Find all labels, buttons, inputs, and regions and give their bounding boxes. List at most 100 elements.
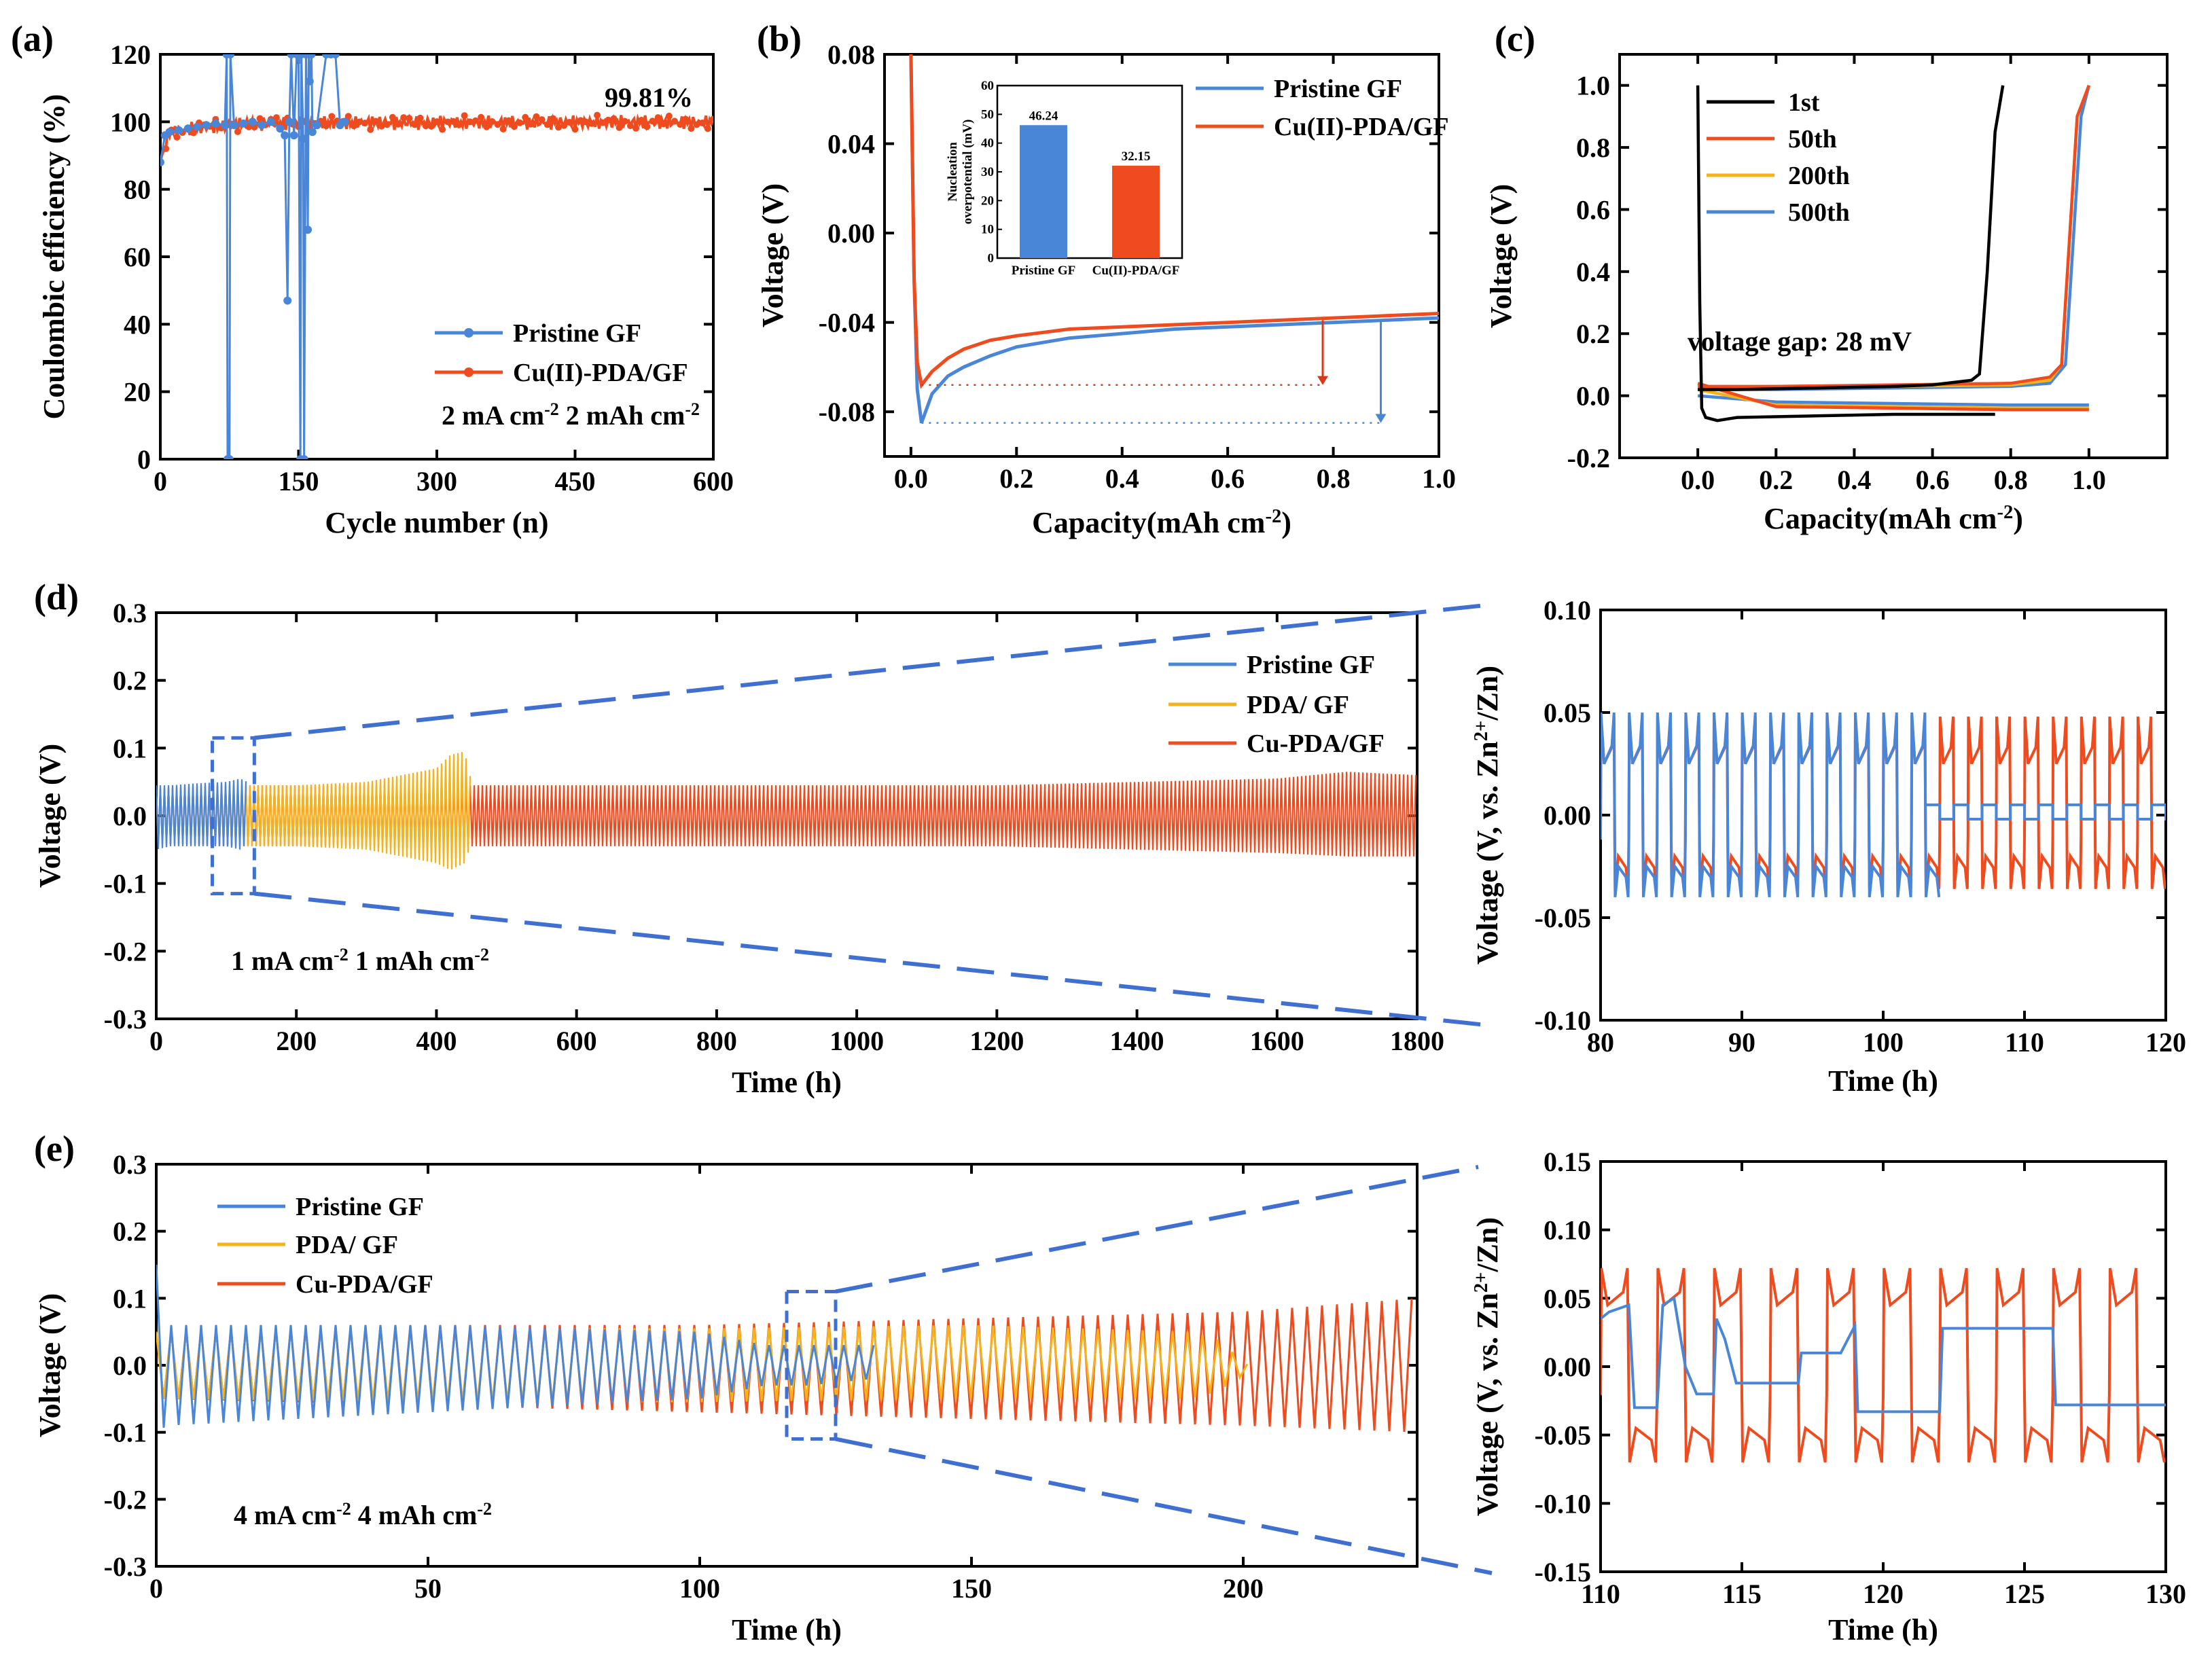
panel-a: 0 150 300 450 600 0 20 40 60 80 100 120 Cycle number… [11, 18, 734, 539]
y-tick-label: 0.04 [827, 129, 875, 160]
marker-blue [304, 226, 313, 234]
x-tick-label: 1.0 [2072, 465, 2106, 495]
marker-red [654, 114, 662, 122]
marker-red [549, 115, 556, 122]
legend-label-d-Pristine GF: Pristine GF [1247, 651, 1375, 679]
y-tick-label: -0.1 [104, 1418, 147, 1448]
zoom-box-e [785, 1289, 838, 1441]
y-tick-label: 60 [124, 242, 151, 272]
marker-red [383, 121, 391, 128]
y-tick-label: 0.2 [113, 666, 147, 696]
x-tick-label: 600 [693, 466, 734, 497]
y-tick-label: -0.08 [819, 397, 875, 427]
marker-red [444, 118, 452, 126]
marker-red [433, 118, 440, 126]
marker-blue [283, 296, 292, 305]
marker-blue [175, 126, 183, 134]
marker-red [367, 126, 374, 133]
marker-red [616, 124, 623, 131]
marker-red [494, 121, 501, 128]
panel-label: (c) [1495, 18, 1535, 59]
x-tick-label: 130 [2145, 1579, 2186, 1609]
x-tick-label: 120 [1863, 1579, 1904, 1609]
marker-blue [313, 121, 321, 130]
marker-red [450, 118, 457, 125]
x-tick-label: 1400 [1110, 1026, 1164, 1056]
y-tick-label: -0.04 [819, 308, 875, 338]
x-tick-label: 1200 [969, 1026, 1024, 1056]
legend-label-500th: 500th [1788, 198, 1850, 227]
panel-label: (b) [757, 18, 802, 59]
x-tick-label: 50 [414, 1573, 442, 1604]
marker-blue [308, 128, 317, 137]
voltage-gap-annotation: voltage gap: 28 mV [1688, 326, 1912, 357]
plot-area-b [909, 54, 1439, 424]
legend-label-d-Cu-PDA/GF: Cu-PDA/GF [1247, 730, 1385, 758]
y-axis-label: Voltage (V, vs. Zn2+/Zn) [1471, 666, 1505, 965]
inset-ylabel-1: Nucleation [946, 142, 960, 202]
x-tick-label: 1.0 [1422, 463, 1456, 494]
condition-annotation-e: 4 mA cm-2 4 mAh cm-2 [234, 1499, 492, 1531]
marker-red [693, 121, 700, 128]
y-tick-label: 0.2 [1576, 319, 1610, 349]
x-tick-label: 200 [1223, 1573, 1264, 1604]
marker-blue [220, 121, 229, 130]
y-tick-label: 80 [124, 175, 151, 205]
y-tick-label: -0.2 [104, 936, 147, 967]
x-tick-label: 450 [555, 466, 596, 497]
y-tick-label: 0.1 [113, 733, 147, 763]
marker-red [372, 118, 380, 125]
legend-label-e-PDA/GF: PDA/ GF [296, 1231, 398, 1259]
inset-ytick-label: 20 [981, 194, 994, 208]
legend-marker-Cu(II)-PDA/GF [464, 367, 474, 377]
marker-red [173, 133, 181, 141]
inset-ytick-label: 0 [988, 251, 995, 266]
y-axis-label: Voltage (V) [33, 1293, 67, 1437]
panel-label: (e) [34, 1128, 75, 1169]
marker-red [638, 117, 645, 124]
marker-blue [307, 54, 316, 58]
inset-bar-value: 32.15 [1122, 149, 1151, 164]
zoom-line-top-d [254, 602, 1493, 740]
y-tick-label: 0.2 [113, 1217, 147, 1247]
legend-label-Pristine GF: Pristine GF [513, 319, 641, 348]
marker-red [510, 123, 518, 130]
marker-red [439, 126, 446, 133]
series-Cu-PDA/GF [156, 1298, 1413, 1432]
marker-red [621, 118, 628, 125]
panel-e: 0 50 100 150 200 -0.3 -0.2 -0.1 0.0 0.1 0.2 0.3 Time… [33, 1128, 1419, 1646]
x-tick-label: 100 [1863, 1027, 1904, 1058]
y-tick-label: 0 [137, 444, 151, 475]
y-tick-label: 0.10 [1544, 595, 1591, 626]
marker-blue [331, 54, 340, 58]
y-tick-label: -0.10 [1535, 1488, 1591, 1519]
marker-red [533, 113, 540, 120]
marker-red [323, 122, 330, 130]
y-tick-label: 0.05 [1544, 698, 1591, 728]
marker-blue [225, 455, 234, 459]
series-PDA/ GF [156, 752, 471, 869]
zoom-box-d [210, 736, 256, 896]
marker-red [605, 116, 612, 124]
x-tick-label: 800 [696, 1026, 737, 1056]
condition-annotation-d: 1 mA cm-2 1 mAh cm-2 [231, 945, 489, 977]
axes-frame-a [159, 53, 715, 461]
marker-red [466, 118, 474, 126]
marker-blue [226, 54, 235, 58]
x-tick-label: 100 [679, 1573, 720, 1604]
y-tick-label: -0.2 [1567, 443, 1610, 473]
marker-blue [285, 118, 293, 126]
marker-red [543, 121, 551, 128]
zoom-line-bottom-d [254, 891, 1493, 1028]
marker-red [571, 126, 579, 133]
series-Pristine GF [1601, 1296, 2166, 1413]
marker-red [488, 118, 496, 125]
marker-red [682, 115, 690, 123]
series-Cu(II)-PDA/GF [909, 54, 1439, 389]
y-axis-label: Voltage (V, vs. Zn2+/Zn) [1471, 1217, 1505, 1516]
marker-red [710, 115, 713, 123]
marker-red [588, 120, 595, 127]
panel-label: (d) [34, 577, 79, 617]
marker-blue [211, 119, 220, 128]
y-tick-label: -0.10 [1535, 1005, 1591, 1036]
